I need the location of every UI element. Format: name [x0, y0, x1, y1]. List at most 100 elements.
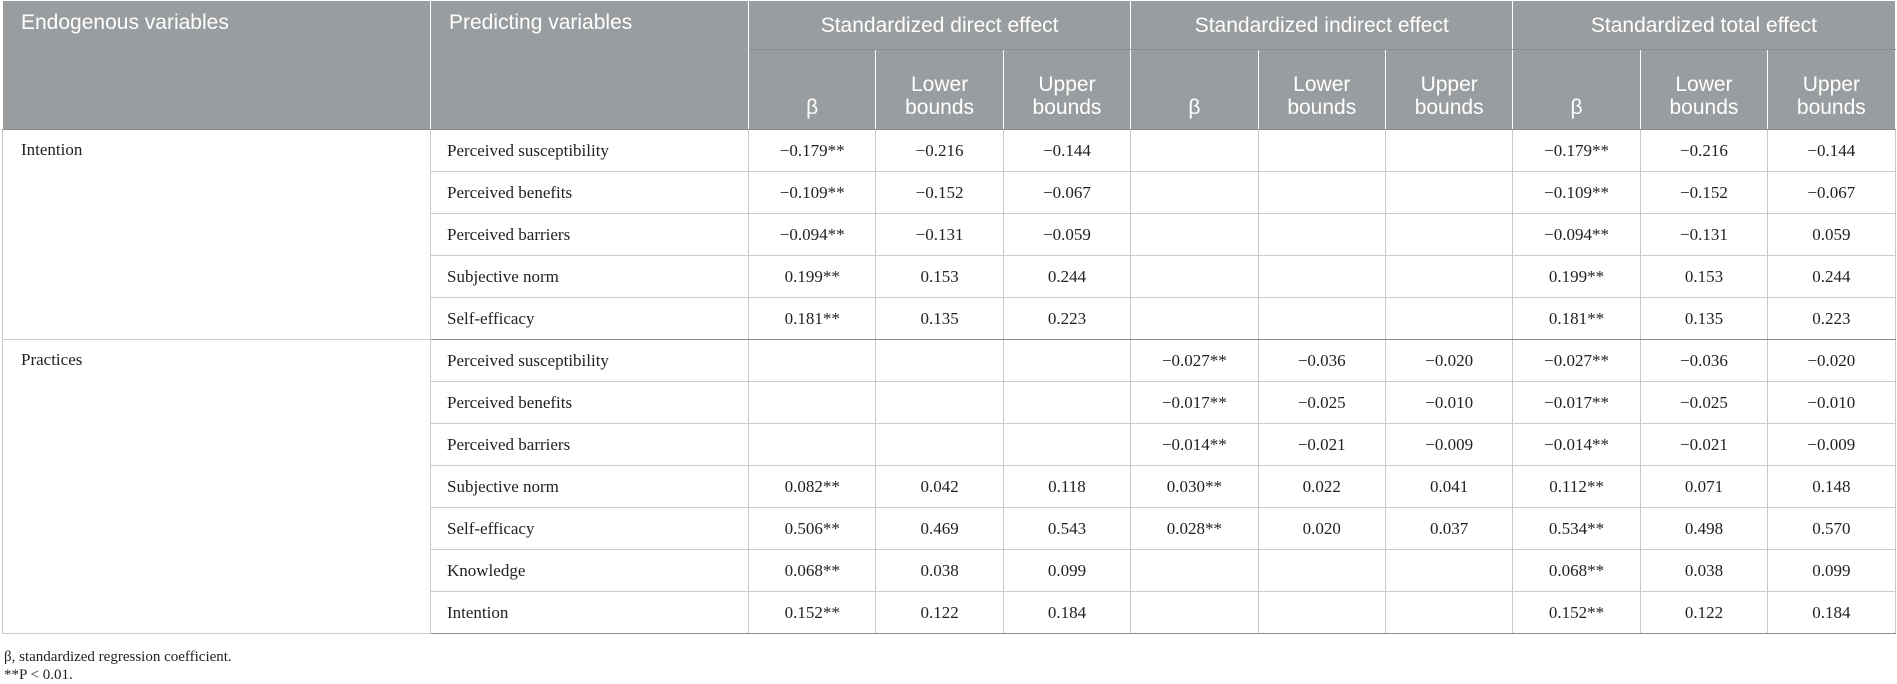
value-cell: −0.025: [1639, 381, 1769, 424]
empty-cell: [1130, 297, 1259, 340]
value-cell: 0.030**: [1130, 465, 1259, 508]
empty-cell: [1384, 213, 1514, 256]
empty-cell: [1257, 255, 1386, 298]
value-cell: 0.041: [1384, 465, 1514, 508]
effect-header: Standardized direct effect: [747, 0, 1132, 50]
value-cell: 0.199**: [1512, 255, 1641, 298]
value-cell: −0.067: [1002, 171, 1132, 214]
table-body: Intention Perceived susceptibility −0.179*…: [2, 129, 1896, 634]
value-cell: −0.094**: [747, 213, 877, 256]
empty-cell: [1130, 171, 1259, 214]
value-cell: 0.135: [1639, 297, 1769, 340]
value-cell: 0.184: [1767, 591, 1896, 634]
empty-cell: [747, 423, 877, 466]
value-cell: 0.068**: [747, 549, 877, 592]
value-cell: −0.109**: [747, 171, 877, 214]
value-cell: 0.022: [1257, 465, 1386, 508]
subcolumn-header: Upper bounds: [1002, 49, 1132, 130]
value-cell: −0.131: [875, 213, 1004, 256]
value-cell: 0.223: [1767, 297, 1896, 340]
value-cell: 0.122: [1639, 591, 1769, 634]
table-header: Endogenous variables Predicting variables…: [2, 0, 1896, 130]
value-cell: 0.184: [1002, 591, 1132, 634]
value-cell: −0.144: [1767, 129, 1896, 172]
predictor: Perceived benefits: [430, 381, 749, 424]
subcolumn-header: Lower bounds: [875, 49, 1004, 130]
value-cell: −0.179**: [1512, 129, 1641, 172]
value-cell: −0.020: [1767, 339, 1896, 382]
empty-cell: [747, 381, 877, 424]
value-cell: −0.109**: [1512, 171, 1641, 214]
footnotes: β, standardized regression coefficient. *…: [2, 634, 1895, 684]
value-cell: 0.570: [1767, 507, 1896, 550]
value-cell: 0.038: [875, 549, 1004, 592]
value-cell: −0.020: [1384, 339, 1514, 382]
value-cell: 0.152**: [1512, 591, 1641, 634]
empty-cell: [1257, 213, 1386, 256]
predictor: Perceived susceptibility: [430, 129, 749, 172]
value-cell: 0.543: [1002, 507, 1132, 550]
empty-cell: [1257, 549, 1386, 592]
value-cell: 0.112**: [1512, 465, 1641, 508]
table-row: Subjective norm 0.199** 0.153 0.244 0.199** 0…: [3, 255, 1896, 298]
empty-cell: [1002, 381, 1132, 424]
value-cell: −0.027**: [1512, 339, 1641, 382]
value-cell: 0.181**: [1512, 297, 1641, 340]
table-row: Self-efficacy 0.506** 0.469 0.543 0.028** 0.0…: [3, 507, 1896, 550]
footnote: **P < 0.01.: [4, 667, 73, 683]
value-cell: −0.025: [1257, 381, 1386, 424]
subcolumn-header: β: [1512, 49, 1641, 130]
value-cell: −0.009: [1384, 423, 1514, 466]
table-row: Intention Perceived susceptibility −0.179*…: [2, 129, 1896, 340]
value-cell: −0.216: [1639, 129, 1769, 172]
effect-header: Standardized indirect effect: [1130, 0, 1514, 50]
value-cell: −0.036: [1639, 339, 1769, 382]
value-cell: −0.131: [1639, 213, 1769, 256]
value-cell: 0.038: [1639, 549, 1769, 592]
table-row: Knowledge 0.068** 0.038 0.099 0.068** 0.038 0.…: [3, 549, 1896, 592]
footnote: β, standardized regression coefficient.: [4, 649, 232, 665]
header-row: Endogenous variables Predicting variables…: [2, 0, 1896, 130]
predictor: Knowledge: [430, 549, 749, 592]
empty-cell: [1384, 297, 1514, 340]
predictor: Perceived benefits: [430, 171, 749, 214]
table-row: Subjective norm 0.082** 0.042 0.118 0.030** 0…: [3, 465, 1896, 508]
value-cell: 0.020: [1257, 507, 1386, 550]
empty-cell: [1002, 423, 1132, 466]
empty-cell: [1257, 171, 1386, 214]
subcolumn-header: Lower bounds: [1639, 49, 1769, 130]
value-cell: −0.021: [1639, 423, 1769, 466]
value-cell: 0.534**: [1512, 507, 1641, 550]
subheader-row: β Lower bounds Upper bounds β Lower bounds Up…: [3, 49, 1896, 130]
value-cell: 0.152**: [747, 591, 877, 634]
predictor: Subjective norm: [430, 465, 749, 508]
predictor: Self-efficacy: [430, 507, 749, 550]
value-cell: 0.037: [1384, 507, 1514, 550]
subcolumn-header: Lower bounds: [1257, 49, 1386, 130]
empty-cell: [747, 339, 877, 382]
predictor: Subjective norm: [430, 255, 749, 298]
column-header: Predicting variables: [430, 0, 749, 130]
empty-cell: [1130, 255, 1259, 298]
predictor: Self-efficacy: [430, 297, 749, 340]
value-cell: −0.027**: [1130, 339, 1259, 382]
group-label: Intention: [2, 129, 431, 340]
value-cell: −0.144: [1002, 129, 1132, 172]
table-row: Perceived barriers −0.014** −0.021 −0.009 −0…: [3, 423, 1896, 466]
value-cell: 0.099: [1767, 549, 1896, 592]
value-cell: 0.028**: [1130, 507, 1259, 550]
empty-cell: [875, 381, 1004, 424]
empty-cell: [1257, 297, 1386, 340]
predictor: Perceived susceptibility: [430, 339, 749, 382]
subcolumn-header: β: [747, 49, 877, 130]
empty-cell: [1257, 591, 1386, 634]
value-cell: −0.017**: [1512, 381, 1641, 424]
value-cell: −0.036: [1257, 339, 1386, 382]
value-cell: 0.181**: [747, 297, 877, 340]
empty-cell: [1384, 549, 1514, 592]
value-cell: 0.244: [1767, 255, 1896, 298]
value-cell: 0.153: [1639, 255, 1769, 298]
value-cell: 0.059: [1767, 213, 1896, 256]
value-cell: 0.042: [875, 465, 1004, 508]
value-cell: 0.153: [875, 255, 1004, 298]
